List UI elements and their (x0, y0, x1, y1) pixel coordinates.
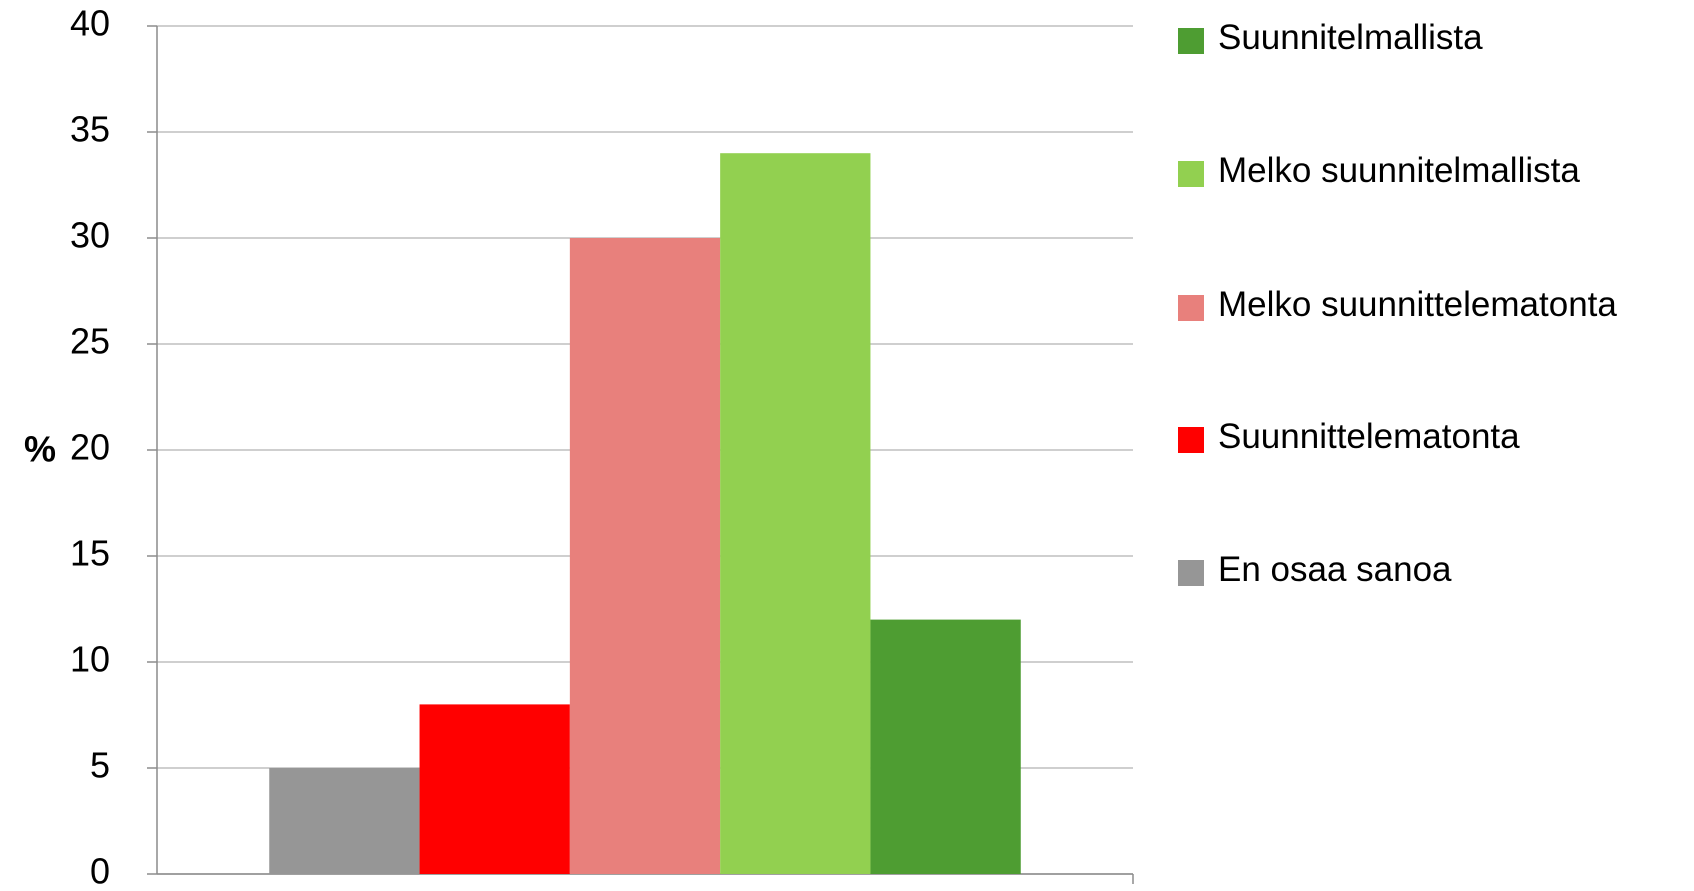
y-tick-label: 5 (90, 745, 110, 786)
legend-item: En osaa sanoa (1178, 550, 1678, 600)
y-tick-label: 40 (70, 3, 110, 44)
y-tick-label: 10 (70, 639, 110, 680)
bar (870, 619, 1021, 874)
legend-item: Melko suunnittelematonta (1178, 285, 1678, 335)
legend-swatch (1178, 161, 1204, 187)
legend-label: Melko suunnitelmallista (1218, 151, 1580, 190)
bar (569, 238, 721, 874)
legend-swatch (1178, 560, 1204, 586)
legend-label: En osaa sanoa (1218, 550, 1452, 589)
y-tick-label: 30 (70, 215, 110, 256)
legend-swatch (1178, 427, 1204, 453)
legend-item: Melko suunnitelmallista (1178, 151, 1678, 201)
y-tick-label: 35 (70, 109, 110, 150)
y-tick-label: 0 (90, 851, 110, 891)
legend-label: Suunnitelmallista (1218, 18, 1483, 57)
legend-label: Melko suunnittelematonta (1218, 285, 1617, 324)
y-tick-label: 15 (70, 533, 110, 574)
bar (269, 768, 420, 874)
legend-item: Suunnittelematonta (1178, 417, 1678, 467)
bar (419, 704, 570, 874)
legend-swatch (1178, 295, 1204, 321)
y-tick-label: 25 (70, 321, 110, 362)
legend-swatch (1178, 28, 1204, 54)
y-axis-label: % (24, 429, 56, 470)
legend-item: Suunnitelmallista (1178, 18, 1678, 68)
y-tick-label: 20 (70, 427, 110, 468)
legend-label: Suunnittelematonta (1218, 417, 1520, 456)
bar (720, 153, 871, 874)
